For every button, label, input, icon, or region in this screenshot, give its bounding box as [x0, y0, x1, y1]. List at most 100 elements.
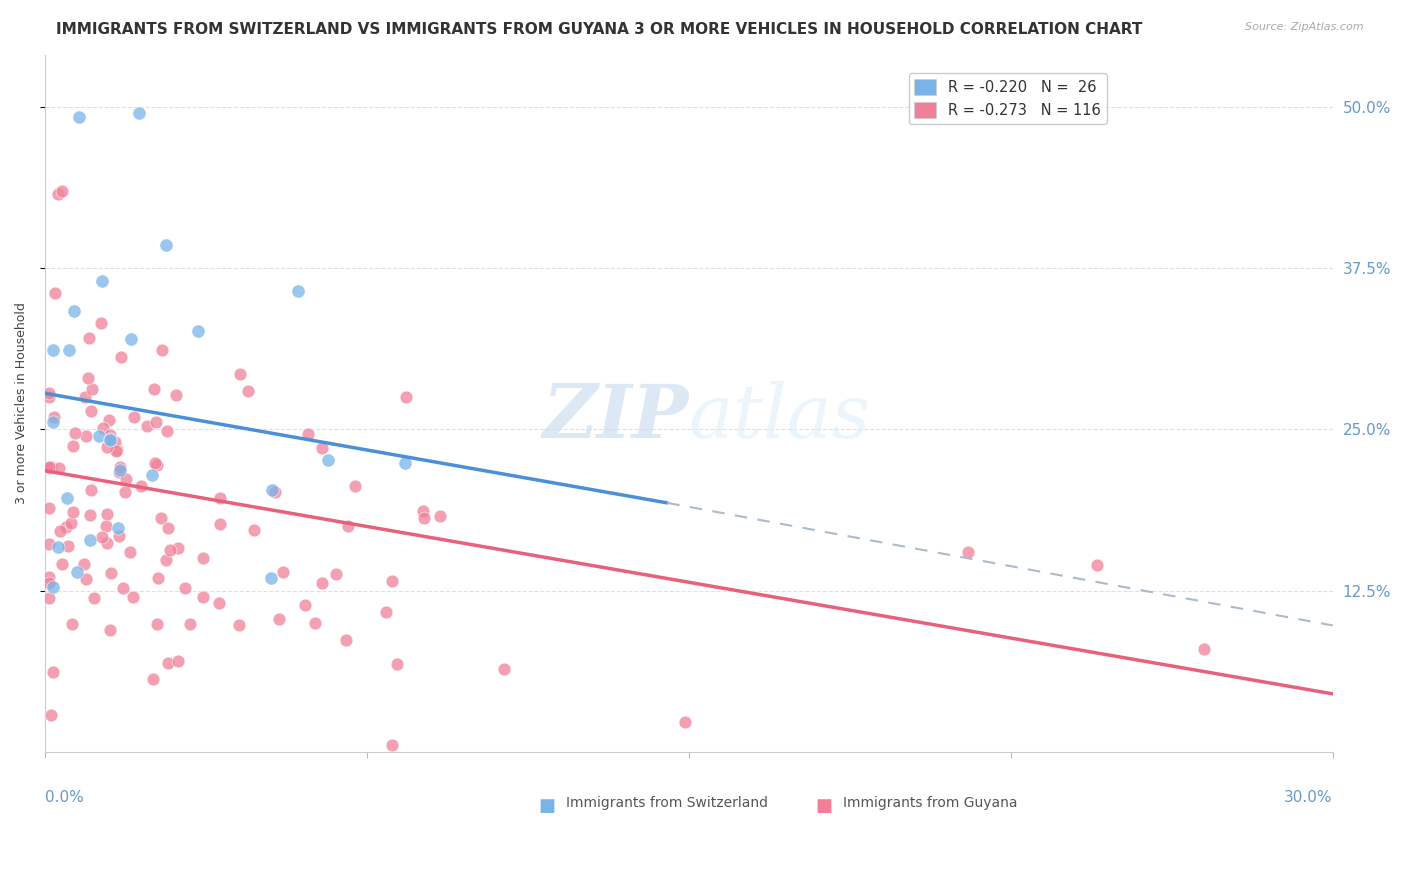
Point: [152, 343, 174, 357]
Point: [62, 439, 84, 453]
Point: [143, 456, 166, 470]
Point: [118, 544, 141, 558]
Point: [46, 187, 69, 202]
Point: [66, 565, 89, 579]
Point: [311, 575, 333, 590]
Point: [429, 508, 451, 523]
Point: [381, 739, 404, 753]
Point: [39, 460, 62, 475]
Point: [51, 557, 73, 571]
Point: [145, 617, 167, 632]
Point: [60, 616, 83, 631]
Text: Immigrants from Switzerland: Immigrants from Switzerland: [567, 796, 768, 810]
Point: [159, 542, 181, 557]
Point: [58, 343, 80, 357]
Point: [264, 485, 287, 500]
Point: [108, 529, 131, 543]
Point: [38, 537, 60, 551]
Point: [80, 483, 103, 498]
Point: [122, 590, 145, 604]
Point: [108, 463, 131, 477]
Point: [79, 533, 101, 547]
Point: [48, 461, 70, 475]
Text: Source: ZipAtlas.com: Source: ZipAtlas.com: [1246, 22, 1364, 32]
Point: [107, 521, 129, 535]
Point: [385, 657, 408, 671]
Point: [311, 441, 333, 455]
Point: [165, 388, 187, 402]
Point: [83, 591, 105, 606]
Point: [91, 421, 114, 435]
Text: Immigrants from Guyana: Immigrants from Guyana: [844, 796, 1018, 810]
Text: atlas: atlas: [689, 381, 870, 454]
Point: [145, 458, 167, 472]
Point: [114, 484, 136, 499]
Point: [104, 435, 127, 450]
Point: [110, 350, 132, 364]
Point: [287, 284, 309, 298]
Point: [73, 558, 96, 572]
Point: [145, 415, 167, 429]
Point: [142, 383, 165, 397]
Point: [167, 654, 190, 668]
Point: [238, 384, 260, 399]
Point: [179, 616, 201, 631]
Point: [46, 540, 69, 554]
Point: [75, 429, 97, 443]
Point: [122, 410, 145, 425]
Point: [80, 403, 103, 417]
Point: [42, 409, 65, 424]
Point: [38, 576, 60, 591]
Text: 30.0%: 30.0%: [1284, 790, 1333, 805]
Point: [89, 428, 111, 442]
Point: [100, 566, 122, 581]
Point: [38, 459, 60, 474]
Point: [98, 413, 121, 427]
Point: [90, 274, 112, 288]
Point: [294, 598, 316, 612]
Point: [38, 570, 60, 584]
Point: [394, 456, 416, 470]
Point: [337, 519, 360, 533]
Point: [56, 491, 79, 506]
Point: [44, 285, 66, 300]
Point: [155, 553, 177, 567]
Point: [105, 443, 128, 458]
Point: [77, 331, 100, 345]
Point: [141, 468, 163, 483]
Point: [42, 343, 65, 357]
Point: [73, 390, 96, 404]
Point: [51, 184, 73, 198]
Point: [108, 465, 131, 479]
Point: [297, 426, 319, 441]
Point: [98, 427, 121, 442]
Point: [492, 662, 515, 676]
Point: [67, 110, 90, 124]
Point: [155, 238, 177, 252]
Text: ■: ■: [538, 797, 555, 815]
Point: [98, 433, 121, 447]
Point: [38, 501, 60, 516]
Point: [90, 317, 112, 331]
Point: [90, 530, 112, 544]
Point: [96, 507, 118, 521]
Point: [115, 472, 138, 486]
Point: [96, 519, 118, 533]
Legend: R = -0.220   N =  26, R = -0.273   N = 116: R = -0.220 N = 26, R = -0.273 N = 116: [908, 73, 1107, 124]
Point: [157, 656, 180, 670]
Point: [79, 508, 101, 522]
Point: [394, 390, 416, 404]
Point: [112, 582, 135, 596]
Point: [48, 524, 70, 539]
Point: [413, 510, 436, 524]
Point: [673, 715, 696, 730]
Point: [316, 453, 339, 467]
Point: [38, 461, 60, 475]
Point: [260, 483, 283, 498]
Text: ■: ■: [815, 797, 832, 815]
Y-axis label: 3 or more Vehicles in Household: 3 or more Vehicles in Household: [15, 302, 28, 505]
Point: [76, 371, 98, 385]
Point: [271, 565, 294, 579]
Point: [209, 517, 232, 532]
Point: [335, 632, 357, 647]
